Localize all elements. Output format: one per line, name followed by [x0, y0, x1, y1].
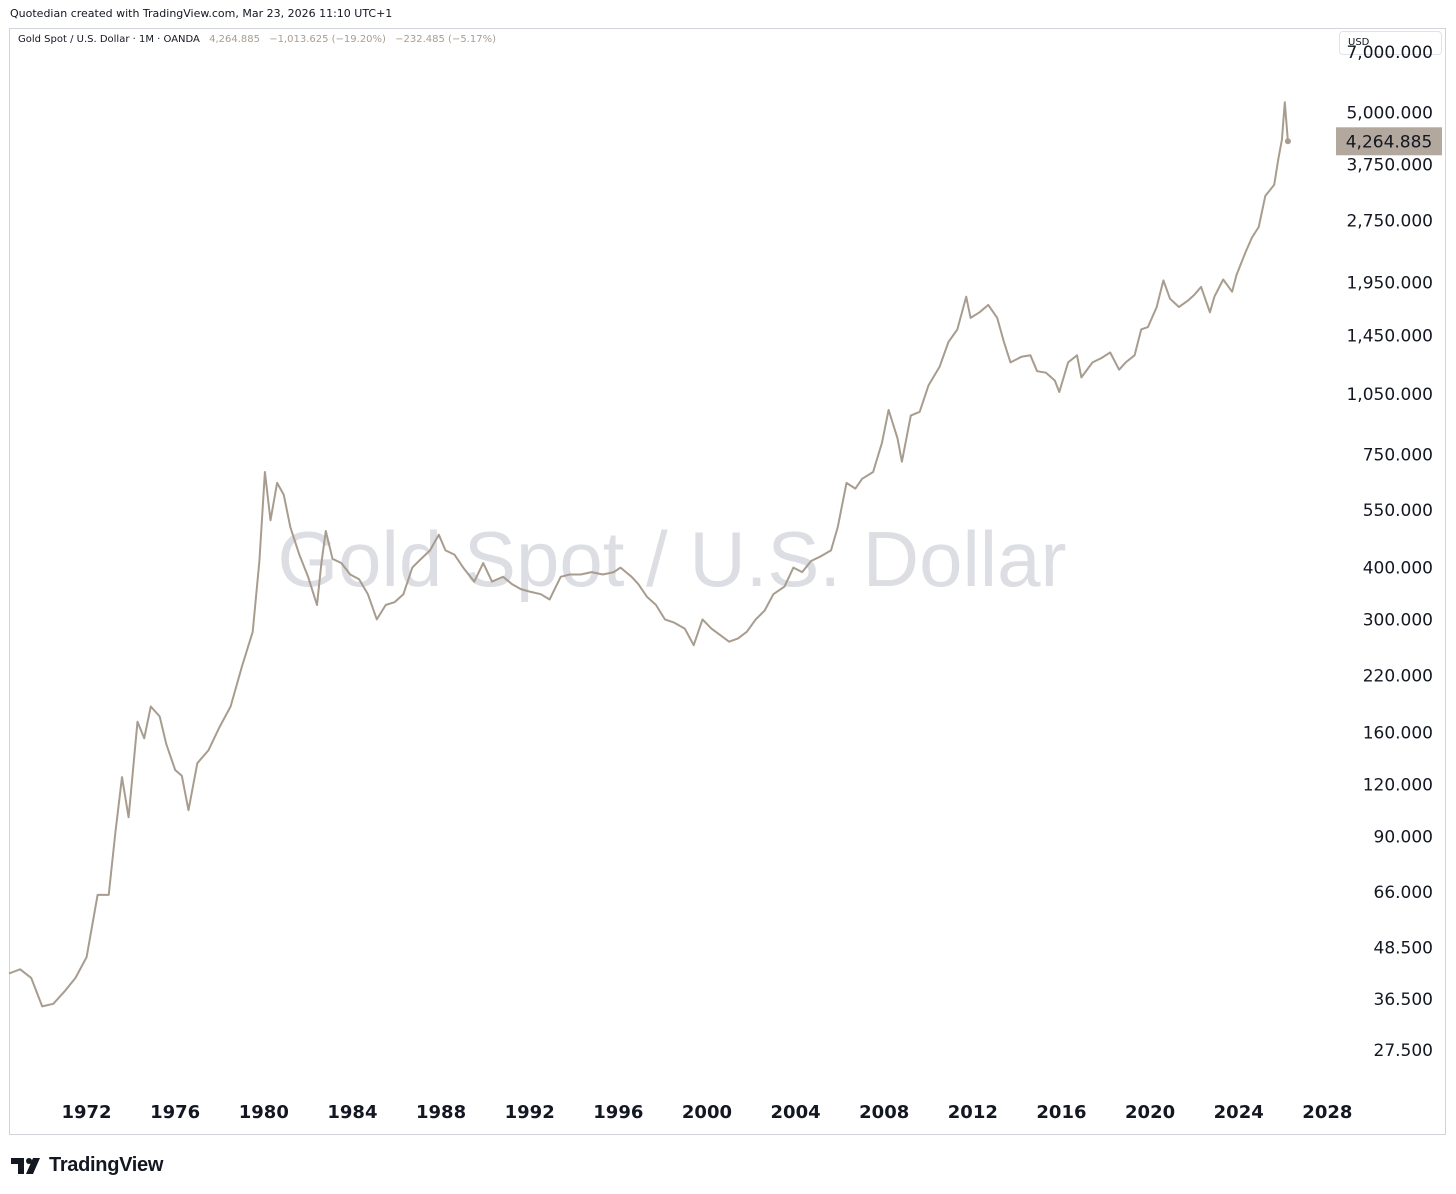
y-tick-label: 2,750.000 [1346, 211, 1433, 231]
x-tick-label: 1976 [150, 1102, 200, 1123]
attribution-text: Quotedian created with TradingView.com, … [10, 7, 393, 20]
y-tick-label: 1,950.000 [1346, 273, 1433, 293]
last-price-label: 4,264.885 [1336, 127, 1442, 156]
x-tick-label: 2012 [948, 1102, 998, 1123]
x-tick-label: 2016 [1036, 1102, 1086, 1123]
x-tick-label: 1988 [416, 1102, 466, 1123]
x-tick-label: 1992 [505, 1102, 555, 1123]
currency-button[interactable]: USD [1339, 31, 1442, 55]
symbol-title: Gold Spot / U.S. Dollar · 1M · OANDA [18, 34, 200, 45]
change-value-2: −232.485 (−5.17%) [395, 34, 496, 45]
y-tick-label: 5,000.000 [1346, 104, 1433, 124]
last-price-text: 4,264.885 [1346, 132, 1433, 152]
x-tick-label: 1984 [327, 1102, 377, 1123]
price-line [8, 101, 1289, 1008]
x-tick-label: 1996 [593, 1102, 643, 1123]
y-tick-label: 1,450.000 [1346, 327, 1433, 347]
last-price-dot [1284, 138, 1291, 145]
chart-pane[interactable] [9, 28, 1446, 1135]
y-tick-label: 300.000 [1363, 610, 1433, 630]
time-axis[interactable]: 1972 1976 1980 1984 1988 1992 1996 2000 2004 2008… [61, 1102, 1352, 1123]
x-tick-label: 1980 [239, 1102, 289, 1123]
y-tick-label: 160.000 [1363, 724, 1433, 744]
y-tick-label: 90.000 [1374, 827, 1433, 847]
x-tick-label: 2008 [859, 1102, 909, 1123]
tradingview-wordmark: TradingView [49, 1153, 164, 1176]
y-tick-label: 750.000 [1363, 445, 1433, 465]
y-tick-label: 120.000 [1363, 775, 1433, 795]
y-tick-label: 48.500 [1374, 939, 1433, 959]
price-axis[interactable]: 7,000.000 5,000.000 3,750.000 2,750.000 1,95… [1346, 43, 1433, 1061]
symbol-legend[interactable]: Gold Spot / U.S. Dollar · 1M · OANDA 4,2… [18, 34, 502, 45]
y-tick-label: 36.500 [1374, 990, 1433, 1010]
x-tick-label: 1972 [61, 1102, 111, 1123]
x-tick-label: 2028 [1302, 1102, 1352, 1123]
y-tick-label: 1,050.000 [1346, 385, 1433, 405]
tradingview-logo-icon [11, 1158, 40, 1174]
y-tick-label: 550.000 [1363, 501, 1433, 521]
y-tick-label: 400.000 [1363, 559, 1433, 579]
x-tick-label: 2004 [771, 1102, 821, 1123]
last-value: 4,264.885 [209, 34, 260, 45]
x-tick-label: 2020 [1125, 1102, 1175, 1123]
change-value: −1,013.625 (−19.20%) [269, 34, 386, 45]
y-tick-label: 3,750.000 [1346, 155, 1433, 175]
watermark-text: Gold Spot / U.S. Dollar [278, 515, 1067, 603]
x-tick-label: 2024 [1214, 1102, 1264, 1123]
x-tick-label: 2000 [682, 1102, 732, 1123]
y-tick-label: 27.500 [1374, 1041, 1433, 1061]
y-tick-label: 66.000 [1374, 883, 1433, 903]
y-tick-label: 7,000.000 [1346, 43, 1433, 63]
y-tick-label: 220.000 [1363, 666, 1433, 686]
tradingview-logo[interactable]: TradingView [11, 1152, 163, 1178]
